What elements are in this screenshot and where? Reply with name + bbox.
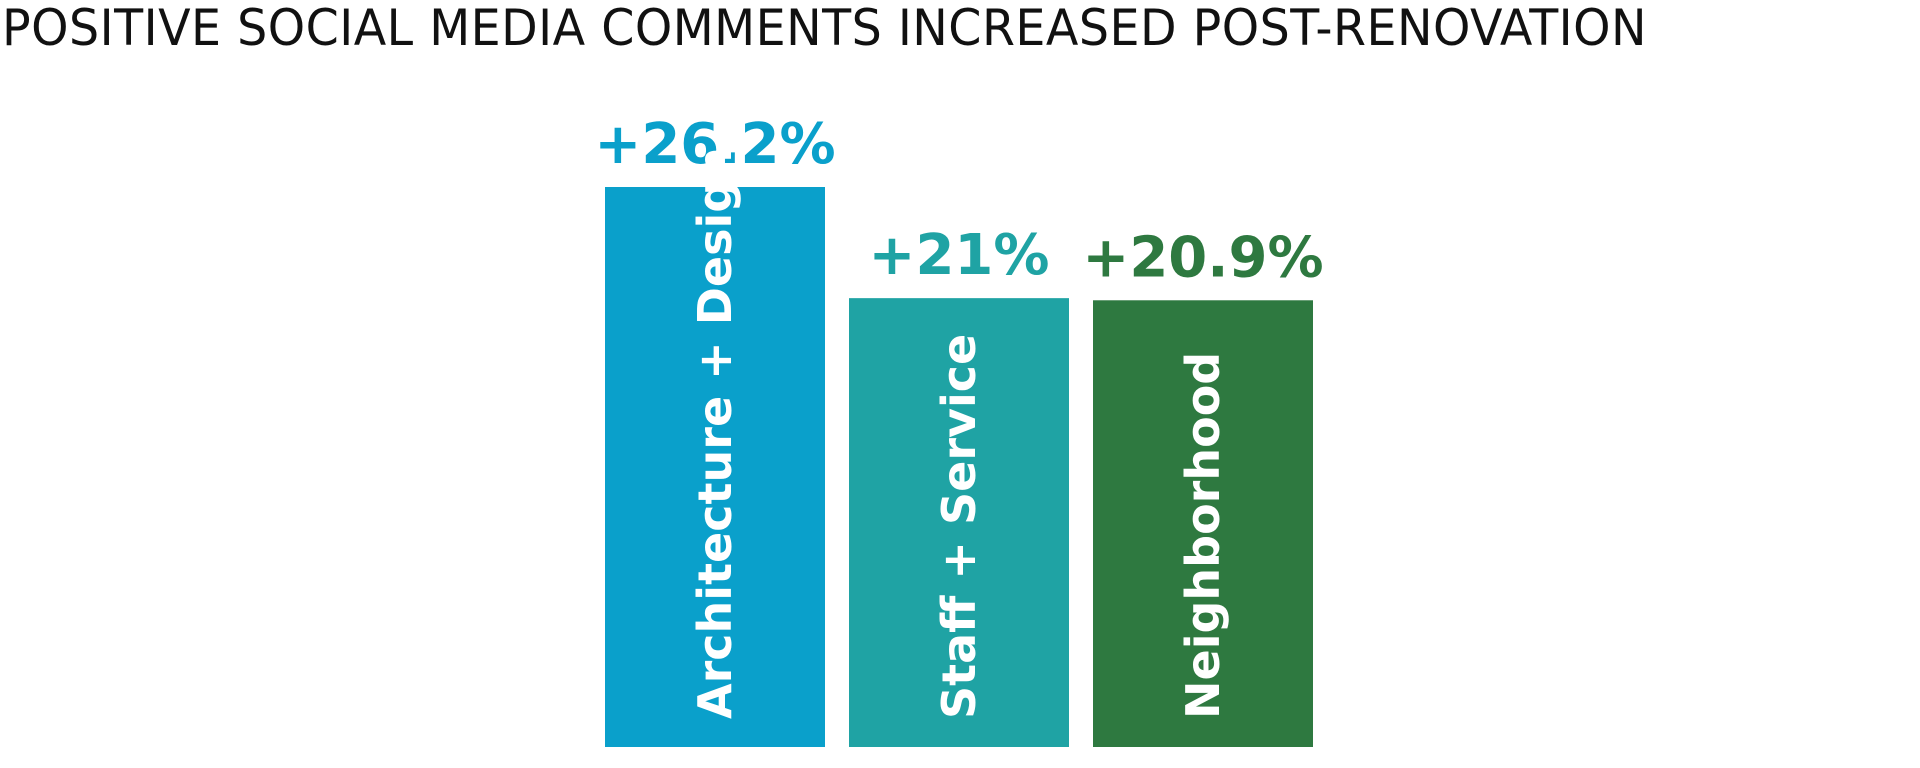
- bar-1: [849, 298, 1069, 747]
- value-label-1: +21%: [869, 223, 1050, 288]
- category-label-1: Staff + Service: [932, 334, 986, 719]
- bar-0: [605, 187, 825, 747]
- bars-layer: +26.2%Architecture + Design +21% Staff + S…: [594, 112, 1324, 747]
- category-label-2: Neighborhood: [1176, 352, 1230, 719]
- category-label-0: Architecture + Design: [688, 147, 742, 719]
- bar-2: [1093, 300, 1313, 747]
- value-label-0: +26.2%: [594, 112, 835, 177]
- chart-title: POSITIVE SOCIAL MEDIA COMMENTS INCREASED…: [2, 0, 1648, 57]
- value-label-2: +20.9%: [1082, 225, 1323, 290]
